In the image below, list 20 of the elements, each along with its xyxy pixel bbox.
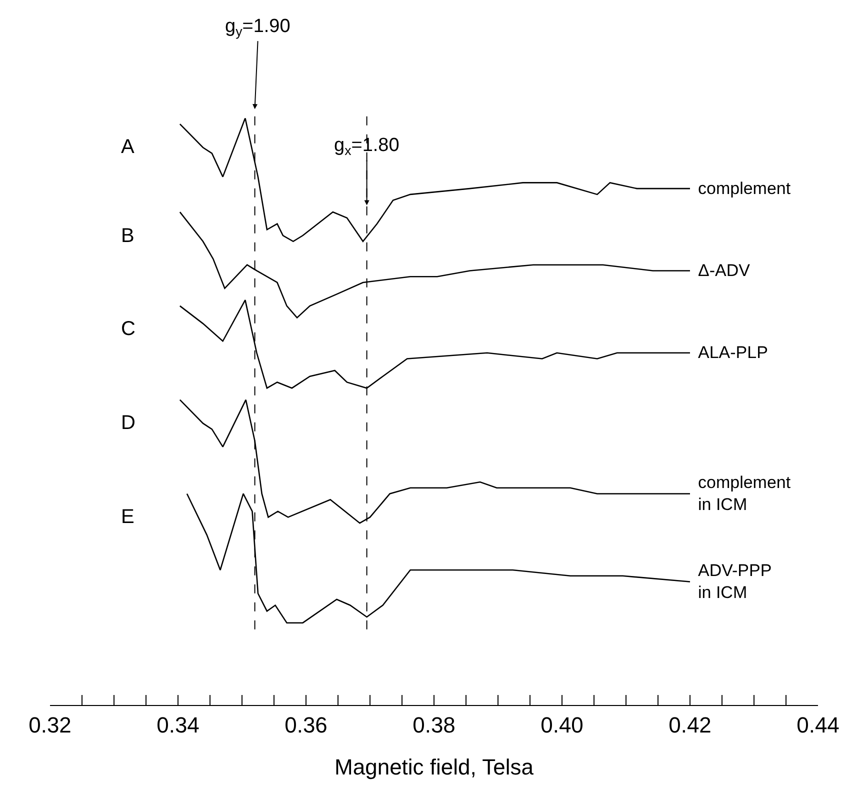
annotation: E: [121, 506, 134, 528]
x-tick-label: 0.40: [540, 712, 584, 738]
x-tick-label: 0.34: [156, 712, 200, 738]
series-label: Δ-ADV: [698, 261, 751, 280]
x-tick-label: 0.42: [668, 712, 712, 738]
annotation: g$_{x}$=1.80: [334, 135, 400, 158]
annotation: A: [121, 136, 135, 158]
x-tick-label: 0.36: [284, 712, 328, 738]
x-tick-label: 0.38: [412, 712, 456, 738]
series-label: complement: [698, 179, 791, 198]
x-tick-label: 0.44: [796, 712, 840, 738]
series-label: ALA-PLP: [698, 343, 768, 362]
series-label: complement in ICM: [698, 473, 791, 514]
annotation: C: [121, 318, 136, 340]
annotation: D: [121, 412, 136, 434]
series-label: ADV-PPP in ICM: [698, 561, 772, 602]
text: g$_{y}$=1.90: [225, 16, 290, 39]
x-axis-title: Magnetic field, Telsa: [334, 754, 534, 780]
x-tick-label: 0.32: [28, 712, 72, 738]
annotation: B: [121, 225, 134, 247]
